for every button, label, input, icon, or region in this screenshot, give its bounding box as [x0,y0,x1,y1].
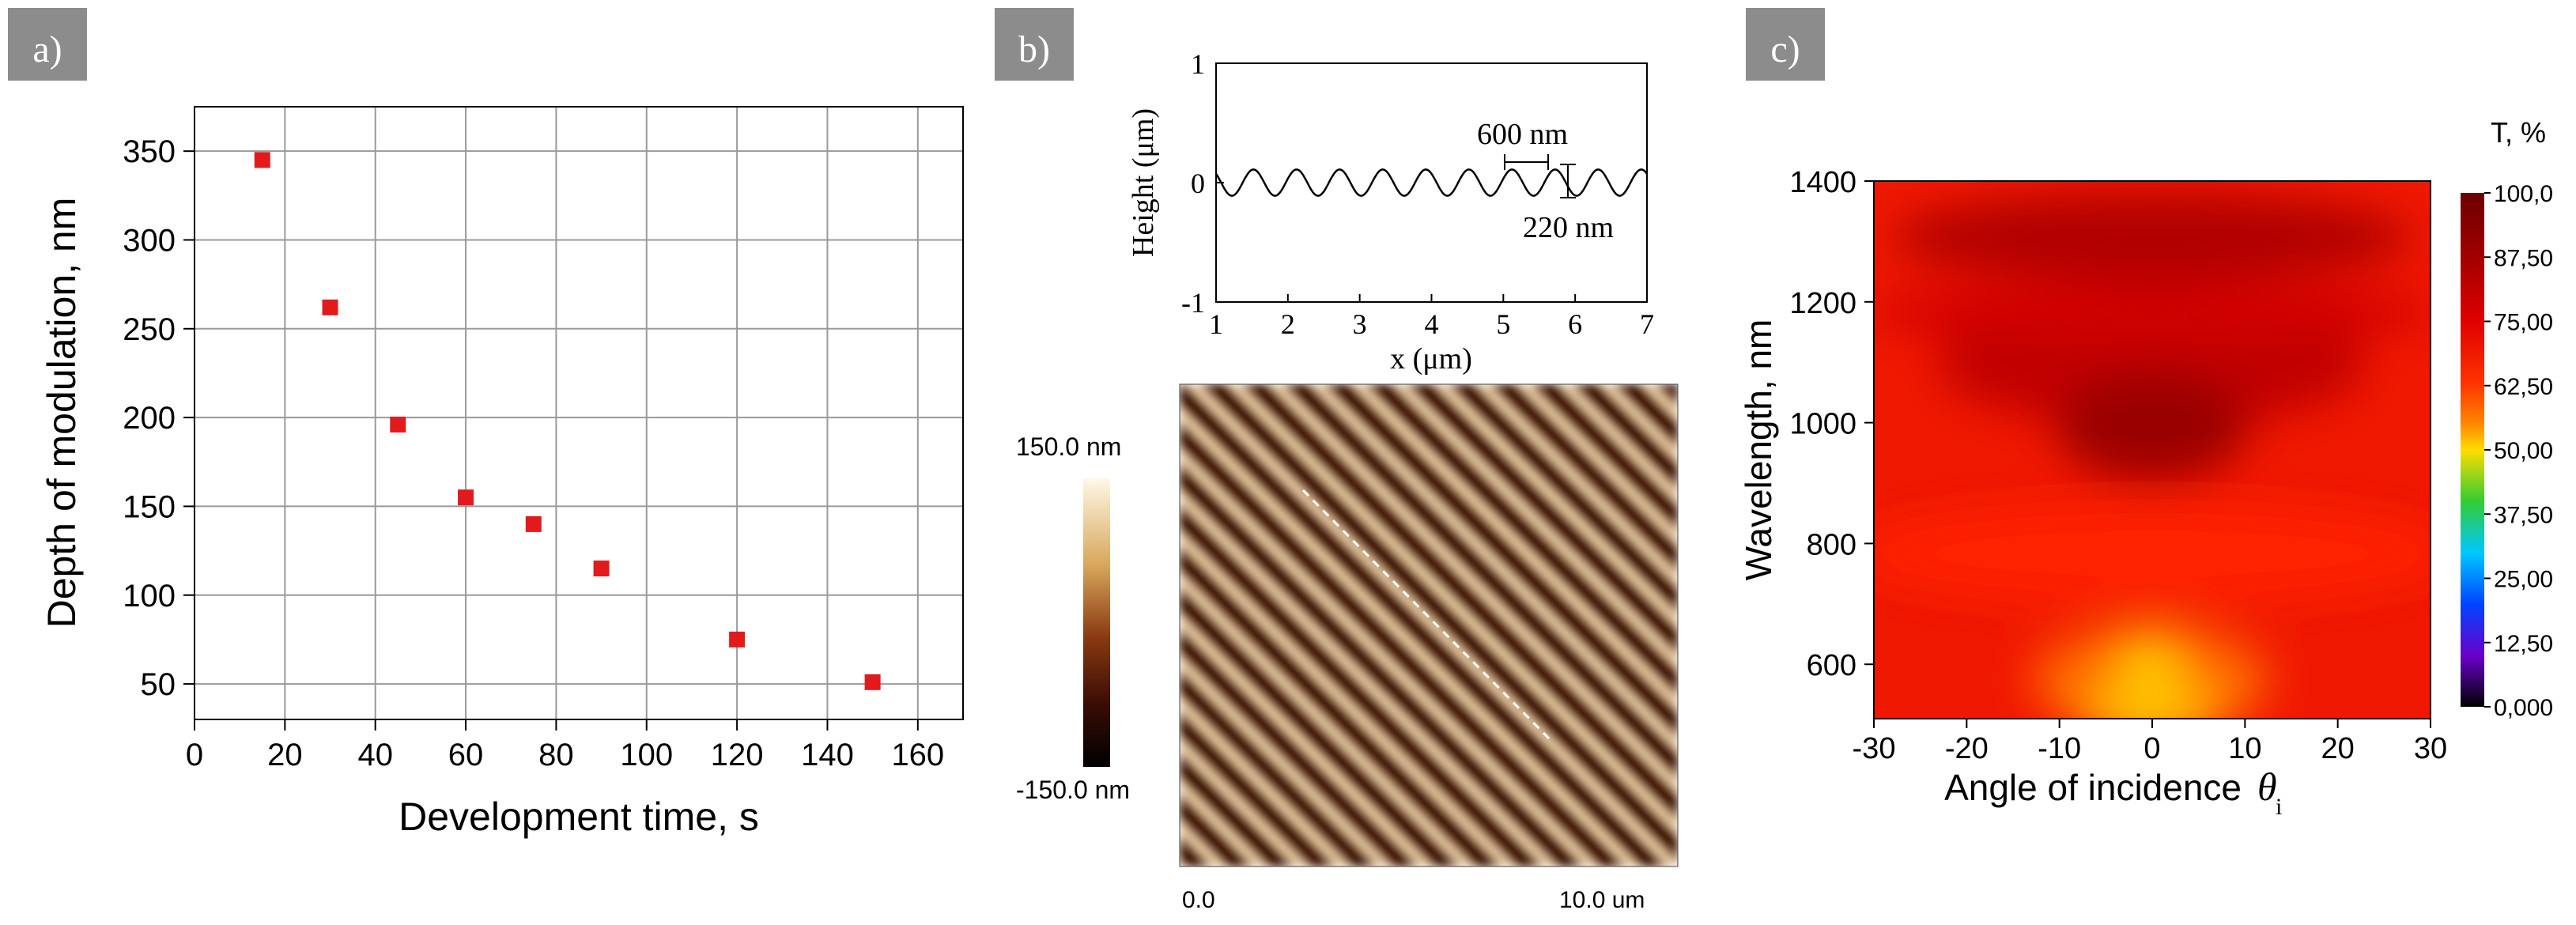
afm-colorbar-min: -150.0 nm [1016,776,1130,804]
panel-c-ytick-label-4: 1400 [1789,166,1856,199]
colorbar-label-7: 12,50 [2494,631,2553,657]
afm-colorbar-max: 150.0 nm [1016,432,1121,461]
panel-a-xlabel: Development time, s [398,795,759,839]
panel-a-xtick-label-6: 120 [711,738,764,772]
panel-b-xtick-label-0: 1 [1209,308,1223,340]
transmission-colorbar [2461,193,2484,707]
panel-b-ytick-label-0: -1 [1181,287,1205,319]
afm-scan-line [1301,489,1551,741]
panel-a-ytick-label-3: 200 [123,401,176,436]
panel-c-ytick-label-2: 1000 [1789,408,1856,441]
panel-b-xtick-label-5: 6 [1568,308,1582,340]
panel-a-ytick-label-5: 300 [123,223,176,258]
panel-b: b) 1 2 3 4 5 6 7 -1 0 1 Height (μm) x (μm) 600 nm… [995,8,1679,913]
panel-a-xtick-label-0: 0 [186,738,203,772]
panel-a-point-7 [864,674,881,690]
colorbar-label-5: 37,50 [2494,502,2553,528]
panel-a-point-0 [254,152,270,168]
colorbar-label-4: 50,00 [2494,438,2553,464]
panel-c-ytick-label-3: 1200 [1789,287,1856,320]
panel-c-xtick-label-4: 10 [2228,732,2261,765]
colorbar-label-6: 25,00 [2494,567,2553,593]
panel-a-point-1 [322,299,338,315]
panel-a-plot-frame [194,106,964,720]
panel-c-xlabel-subscript: i [2276,794,2282,820]
afm-x-start: 0.0 [1182,887,1215,913]
panel-a-points [254,152,881,690]
panel-b-xtick-label-4: 5 [1496,308,1510,340]
afm-image-frame [1179,383,1679,867]
panel-a-ylabel: Depth of modulation, nm [40,198,84,629]
panel-b-profile-frame [1215,62,1648,303]
colorbar-label-1: 87,50 [2494,245,2553,271]
panel-c-xlabel: Angle of incidence [1944,767,2242,808]
panel-a-tag: a) [32,28,62,70]
panel-c: c) -30 -20 -10 0 10 20 30 600 800 1000 1200 1400 Wa… [1738,8,2553,820]
period-annotation: 600 nm [1477,118,1568,151]
panel-c-xtick-label-6: 30 [2414,732,2447,765]
panel-b-tag: b) [1018,28,1050,70]
panel-c-ytick-label-0: 600 [1807,649,1856,682]
panel-c-xlabel-symbol: θ [2257,765,2277,809]
panel-a-ticks: 0 20 40 60 80 100 120 140 160 50 100 150 200 250 300 35… [123,134,944,772]
panel-b-tag-box [995,8,1074,81]
panel-a-point-2 [390,417,406,433]
transmission-heatmap [1874,181,2431,719]
panel-a-xtick-label-5: 100 [620,738,673,772]
panel-a: a) 0 20 40 60 80 100 120 140 160 50 100 150 200 250 30… [8,8,964,839]
panel-c-ytick-label-1: 800 [1807,528,1856,561]
panel-c-xtick-label-0: -30 [1853,732,1896,765]
panel-c-xtick-label-2: -10 [2038,732,2081,765]
panel-b-profile-ylabel: Height (μm) [1127,108,1160,257]
panel-a-point-3 [458,489,474,506]
panel-a-ytick-label-4: 250 [123,312,176,347]
panel-b-ytick-label-1: 0 [1191,168,1205,199]
panel-a-xtick-label-1: 20 [267,738,303,772]
panel-b-xtick-label-1: 2 [1281,308,1295,340]
panel-c-xtick-label-5: 20 [2321,732,2355,765]
panel-c-xtick-label-1: -20 [1945,732,1989,765]
panel-b-xtick-label-3: 4 [1425,308,1439,340]
panel-b-ytick-label-2: 1 [1191,48,1205,80]
panel-b-xtick-label-2: 3 [1353,308,1367,340]
panel-c-ylabel: Wavelength, nm [1738,319,1779,581]
panel-a-point-6 [729,631,746,648]
panel-a-tag-box [8,8,87,81]
panel-a-xtick-label-3: 60 [448,738,484,772]
afm-x-end: 10.0 um [1559,887,1645,913]
panel-a-ytick-label-6: 350 [123,134,176,169]
panel-a-xtick-label-8: 160 [891,738,944,772]
colorbar-label-8: 0,000 [2494,695,2553,721]
colorbar-label-2: 75,00 [2494,310,2553,336]
afm-colorbar [1083,478,1110,767]
panel-a-ytick-label-1: 100 [123,579,176,614]
colorbar-label-0: 100,0 [2494,181,2553,207]
panel-a-xtick-label-7: 140 [801,738,854,772]
afm-image [1180,384,1678,866]
panel-b-profile-ticks: 1 2 3 4 5 6 7 -1 0 1 [1181,48,1654,340]
colorbar-label-3: 62,50 [2494,374,2553,400]
panel-b-profile-line [1214,168,1648,197]
panel-c-ticks: -30 -20 -10 0 10 20 30 600 800 1000 1200 1400 [1789,166,2447,765]
panel-c-tag-box [1746,8,1825,81]
panel-a-ytick-label-2: 150 [123,489,176,524]
panel-a-grid [194,107,963,719]
panel-a-xtick-label-2: 40 [357,738,393,772]
amplitude-annotation: 220 nm [1523,211,1614,244]
panel-a-point-5 [593,561,610,577]
panel-a-xtick-label-4: 80 [538,738,574,772]
panel-a-ytick-label-0: 50 [141,667,176,702]
transmission-colorbar-labels: 100,0 87,50 75,00 62,50 50,00 37,50 25,00 12,50… [2484,181,2553,721]
panel-b-profile-xlabel: x (μm) [1390,342,1472,376]
panel-c-xtick-label-3: 0 [2144,732,2160,765]
panel-c-tag: c) [1770,28,1800,70]
panel-b-xtick-label-6: 7 [1640,308,1654,340]
transmission-colorbar-title: T, % [2491,116,2546,149]
panel-a-point-4 [525,515,542,532]
